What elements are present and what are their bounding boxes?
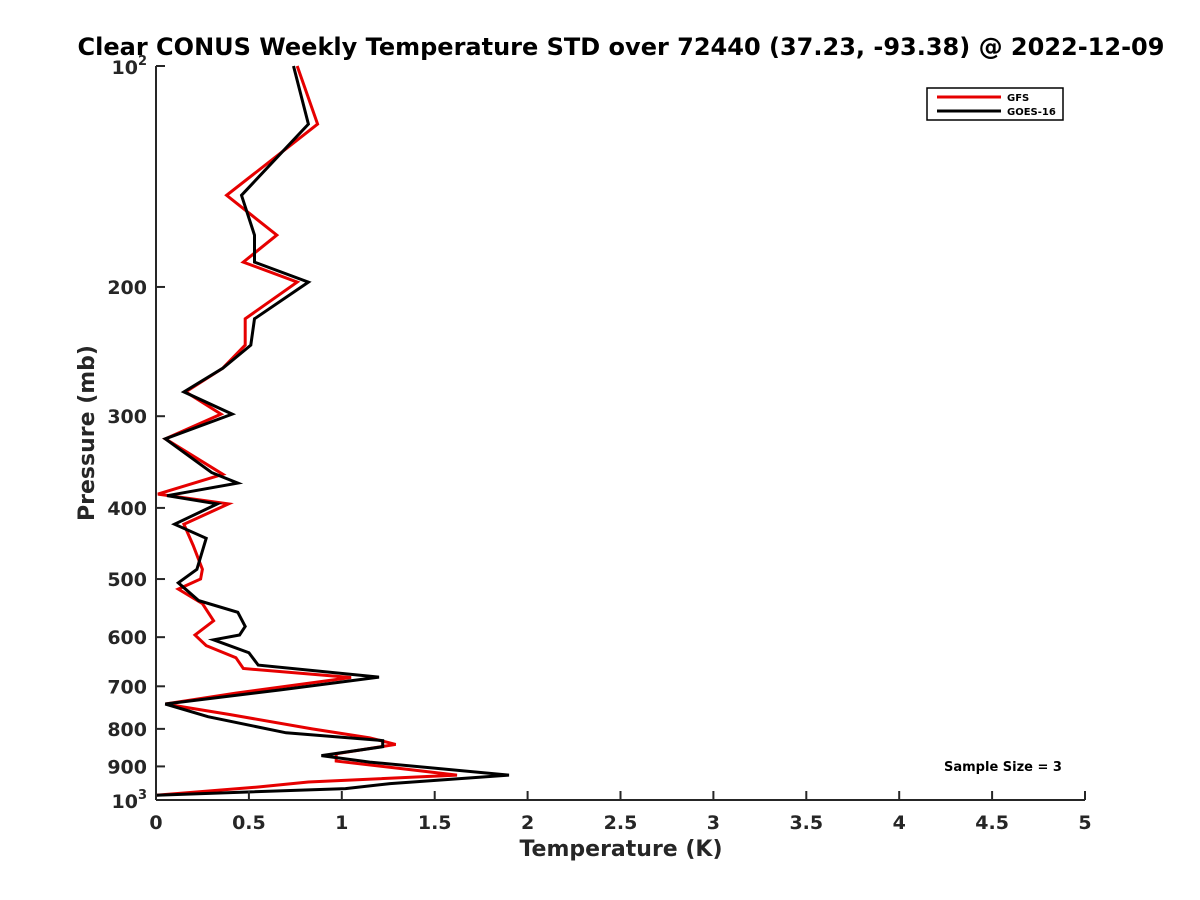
chart-title: Clear CONUS Weekly Temperature STD over … [78, 33, 1165, 61]
x-tick-label: 4 [893, 812, 906, 834]
x-tick-label: 1.5 [418, 812, 452, 834]
x-tick-label: 0.5 [232, 812, 266, 834]
series-layer [155, 65, 510, 797]
y-tick-label: 700 [107, 676, 147, 698]
y-tick-label: 600 [107, 627, 147, 649]
y-tick-label: 900 [107, 756, 147, 778]
y-tick-label: 200 [107, 277, 147, 299]
series-line-gfs [155, 65, 458, 797]
legend-box [926, 87, 1064, 121]
x-tick-label: 4.5 [975, 812, 1009, 834]
legend-label: GOES-16 [1007, 107, 1056, 118]
y-tick-label-power: 103 [112, 788, 148, 813]
y-axis-label: Pressure (mb) [75, 345, 100, 521]
x-tick-label: 3.5 [789, 812, 823, 834]
x-tick-label: 0 [149, 812, 162, 834]
series-line-goes-16 [155, 65, 510, 797]
x-tick-label: 2 [521, 812, 534, 834]
x-tick-label: 2.5 [604, 812, 638, 834]
x-axis-label: Temperature (K) [519, 837, 722, 862]
x-tick-label: 3 [707, 812, 720, 834]
axes-layer: 0 0.5 1 1.5 2 2.5 3 3.5 4 4.5 5 102 200 300 400 500 600 7… [107, 54, 1091, 834]
legend: GFS GOES-16 [926, 87, 1064, 121]
sample-size-annotation: Sample Size = 3 [944, 760, 1062, 775]
y-tick-label: 800 [107, 719, 147, 741]
x-tick-label: 1 [335, 812, 348, 834]
y-tick-label: 300 [107, 406, 147, 428]
legend-label: GFS [1007, 93, 1029, 104]
y-tick-label: 400 [107, 498, 147, 520]
x-tick-label: 5 [1078, 812, 1091, 834]
y-tick-label: 500 [107, 569, 147, 591]
y-tick-label-power: 102 [112, 54, 148, 79]
